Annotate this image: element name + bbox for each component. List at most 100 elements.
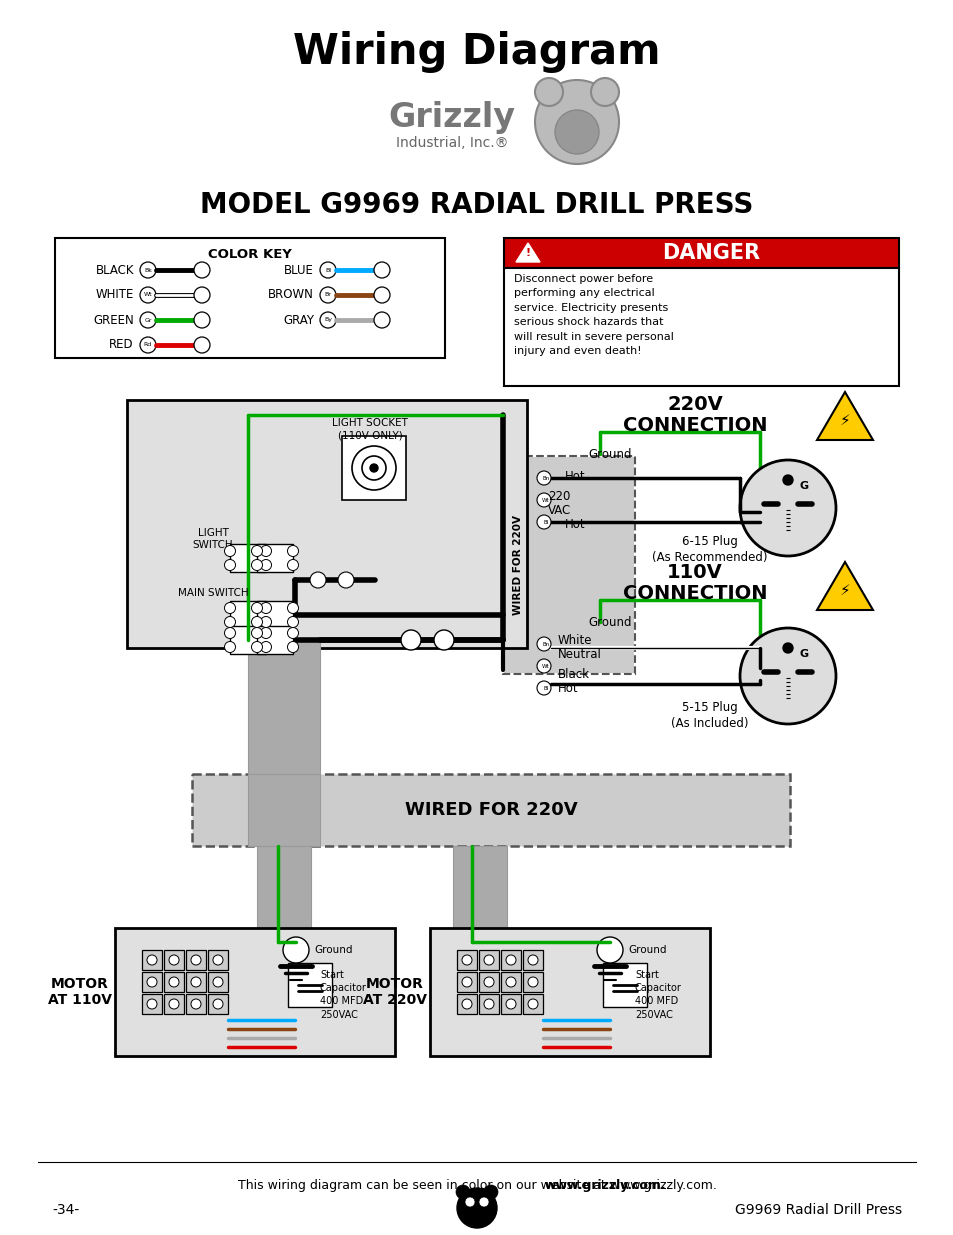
Circle shape bbox=[252, 559, 262, 571]
Circle shape bbox=[287, 603, 298, 614]
Text: Wt: Wt bbox=[541, 498, 549, 503]
Bar bbox=[164, 950, 184, 969]
Circle shape bbox=[191, 999, 201, 1009]
Circle shape bbox=[505, 999, 516, 1009]
Circle shape bbox=[537, 659, 551, 673]
Circle shape bbox=[464, 1197, 475, 1207]
Bar bbox=[256, 626, 293, 655]
Bar bbox=[503, 457, 634, 673]
Circle shape bbox=[191, 977, 201, 987]
Bar bbox=[208, 972, 228, 992]
Circle shape bbox=[535, 78, 562, 106]
Text: This wiring diagram can be seen in color on our website at www.grizzly.com.: This wiring diagram can be seen in color… bbox=[237, 1178, 716, 1192]
Circle shape bbox=[140, 312, 156, 329]
Text: RED: RED bbox=[110, 338, 133, 352]
Text: Ground: Ground bbox=[314, 945, 352, 955]
Polygon shape bbox=[516, 243, 539, 262]
Circle shape bbox=[352, 446, 395, 490]
Circle shape bbox=[213, 955, 223, 965]
Circle shape bbox=[535, 80, 618, 164]
Bar bbox=[164, 994, 184, 1014]
Circle shape bbox=[193, 337, 210, 353]
Bar bbox=[503, 268, 898, 387]
Bar bbox=[500, 950, 520, 969]
Circle shape bbox=[191, 955, 201, 965]
Bar bbox=[256, 846, 311, 927]
Text: WHITE: WHITE bbox=[95, 289, 133, 301]
Circle shape bbox=[287, 559, 298, 571]
Text: Hot: Hot bbox=[564, 469, 585, 483]
Text: Gr: Gr bbox=[144, 317, 152, 322]
Circle shape bbox=[782, 475, 792, 485]
Circle shape bbox=[147, 999, 157, 1009]
Bar bbox=[478, 950, 498, 969]
Circle shape bbox=[224, 546, 235, 557]
Bar bbox=[602, 963, 646, 1007]
Bar bbox=[186, 950, 206, 969]
Bar bbox=[456, 994, 476, 1014]
Bar bbox=[142, 972, 162, 992]
Bar bbox=[288, 963, 332, 1007]
Text: Wt: Wt bbox=[541, 663, 549, 668]
Bar bbox=[453, 846, 506, 927]
Circle shape bbox=[252, 641, 262, 652]
Bar bbox=[142, 994, 162, 1014]
Text: !: ! bbox=[525, 248, 530, 258]
Circle shape bbox=[140, 287, 156, 303]
Circle shape bbox=[361, 456, 386, 480]
Circle shape bbox=[147, 977, 157, 987]
Circle shape bbox=[461, 977, 472, 987]
Circle shape bbox=[597, 937, 622, 963]
Text: MOTOR
AT 110V: MOTOR AT 110V bbox=[48, 977, 112, 1007]
Text: Bk: Bk bbox=[144, 268, 152, 273]
Circle shape bbox=[252, 546, 262, 557]
Text: GREEN: GREEN bbox=[93, 314, 133, 326]
Bar bbox=[341, 436, 406, 500]
Circle shape bbox=[252, 616, 262, 627]
Text: Neutral: Neutral bbox=[558, 648, 601, 662]
Circle shape bbox=[374, 312, 390, 329]
Text: ⚡: ⚡ bbox=[839, 412, 849, 427]
Circle shape bbox=[319, 262, 335, 278]
Circle shape bbox=[169, 955, 179, 965]
Bar bbox=[164, 972, 184, 992]
Text: DANGER: DANGER bbox=[661, 243, 760, 263]
Bar bbox=[230, 626, 266, 655]
Bar bbox=[256, 601, 293, 629]
Circle shape bbox=[478, 1197, 489, 1207]
Bar bbox=[500, 994, 520, 1014]
Polygon shape bbox=[816, 562, 872, 610]
Bar bbox=[248, 640, 319, 774]
Bar bbox=[478, 972, 498, 992]
Circle shape bbox=[169, 999, 179, 1009]
Circle shape bbox=[260, 616, 272, 627]
Bar bbox=[522, 994, 542, 1014]
Circle shape bbox=[537, 471, 551, 485]
Circle shape bbox=[740, 459, 835, 556]
Text: WIRED FOR 220V: WIRED FOR 220V bbox=[513, 515, 522, 615]
Bar bbox=[127, 400, 526, 648]
Bar bbox=[256, 543, 293, 572]
Text: Black: Black bbox=[558, 668, 589, 682]
Text: BROWN: BROWN bbox=[268, 289, 314, 301]
Circle shape bbox=[213, 977, 223, 987]
Bar bbox=[503, 238, 898, 268]
Circle shape bbox=[147, 955, 157, 965]
Circle shape bbox=[434, 630, 454, 650]
Circle shape bbox=[140, 262, 156, 278]
Text: MAIN SWITCH: MAIN SWITCH bbox=[177, 588, 248, 598]
Text: Hot: Hot bbox=[558, 682, 578, 694]
Bar bbox=[503, 238, 898, 268]
Circle shape bbox=[370, 464, 377, 472]
Circle shape bbox=[555, 110, 598, 154]
Circle shape bbox=[287, 641, 298, 652]
Bar bbox=[186, 994, 206, 1014]
Circle shape bbox=[252, 603, 262, 614]
Circle shape bbox=[483, 977, 494, 987]
Circle shape bbox=[193, 262, 210, 278]
Text: Bn: Bn bbox=[542, 475, 549, 480]
Bar bbox=[115, 927, 395, 1056]
Circle shape bbox=[310, 572, 326, 588]
Text: Wt: Wt bbox=[144, 293, 152, 298]
Circle shape bbox=[456, 1186, 470, 1199]
